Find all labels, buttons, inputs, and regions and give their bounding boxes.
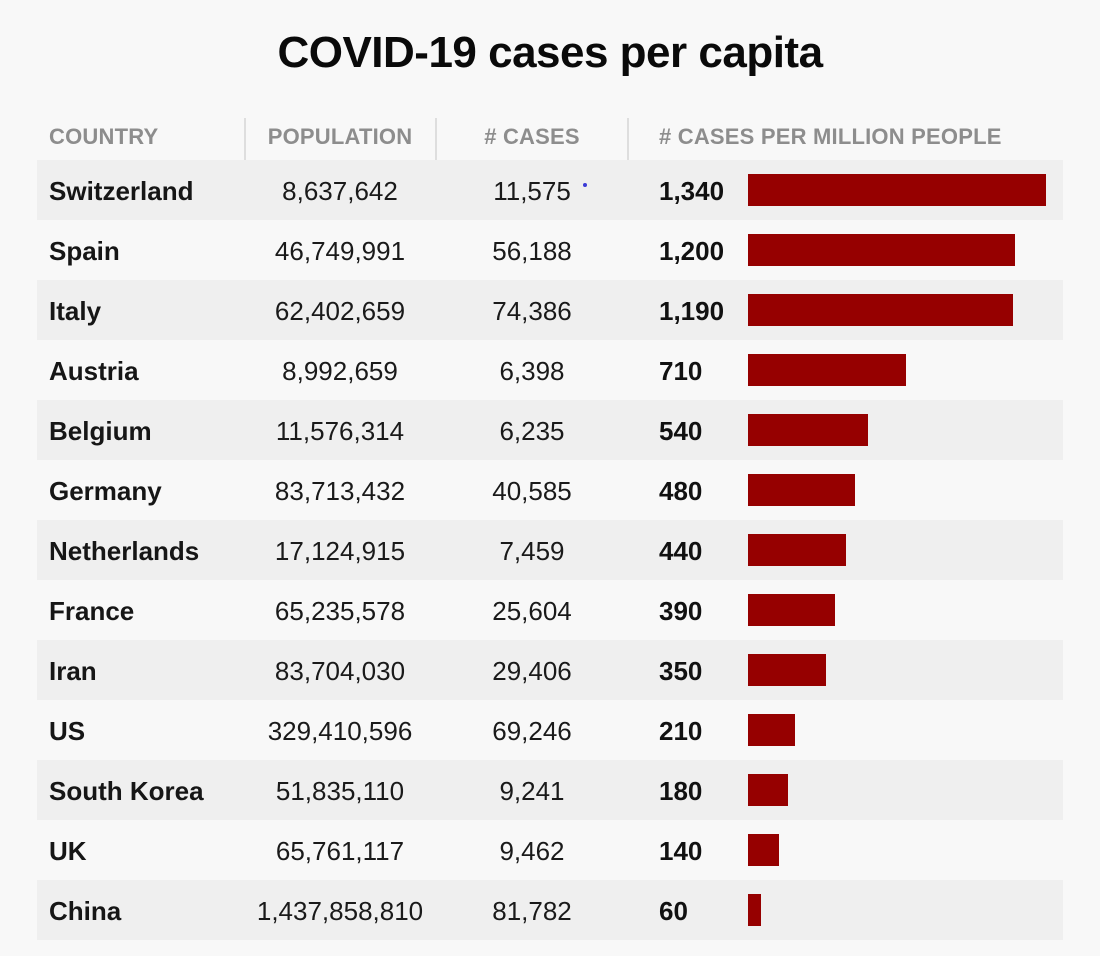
table-row: China 1,437,858,810 81,782 60 (37, 880, 1063, 940)
country-cell: Belgium (49, 416, 152, 446)
cases-cell: 6,235 (499, 416, 565, 446)
population-cell: 11,576,314 (275, 416, 405, 446)
population-cell: 65,761,117 (275, 836, 405, 866)
marker-dot (583, 183, 587, 187)
cases-per-million-bar (748, 774, 788, 806)
cases-per-million-label: 140 (659, 836, 703, 866)
table-row: Switzerland 8,637,642 11,575 1,340 (37, 160, 1063, 220)
cases-cell: 11,575 (493, 176, 571, 206)
cases-per-million-label: 210 (659, 716, 703, 746)
cases-per-million-label: 1,200 (659, 236, 725, 266)
cases-per-million-label: 350 (659, 656, 703, 686)
cases-cell: 29,406 (492, 656, 572, 686)
table-row: South Korea 51,835,110 9,241 180 (37, 760, 1063, 820)
table-row: France 65,235,578 25,604 390 (37, 580, 1063, 640)
cases-per-million-label: 1,190 (659, 296, 725, 326)
country-cell: Italy (49, 296, 102, 326)
country-cell: Switzerland (49, 176, 194, 206)
cases-per-million-bar (748, 474, 855, 506)
cases-cell: 9,241 (499, 776, 565, 806)
population-cell: 17,124,915 (274, 536, 406, 566)
cases-per-million-label: 480 (659, 476, 703, 506)
cases-cell: 74,386 (492, 296, 572, 326)
population-cell: 51,835,110 (275, 776, 405, 806)
population-cell: 8,992,659 (282, 356, 398, 386)
cases-per-million-label: 440 (659, 536, 703, 566)
country-cell: Austria (49, 356, 139, 386)
cases-cell: 7,459 (499, 536, 565, 566)
cases-per-million-label: 180 (659, 776, 703, 806)
cases-per-million-bar (748, 414, 868, 446)
country-cell: UK (49, 836, 87, 866)
table-row: Spain 46,749,991 56,188 1,200 (37, 220, 1063, 280)
header-cases: # CASES (484, 124, 580, 149)
table-row: US 329,410,596 69,246 210 (37, 700, 1063, 760)
table-row: UK 65,761,117 9,462 140 (37, 820, 1063, 880)
country-cell: Netherlands (49, 536, 200, 566)
country-cell: Germany (49, 476, 162, 506)
cases-per-million-bar (748, 294, 1013, 326)
country-cell: China (49, 896, 122, 926)
cases-cell: 56,188 (492, 236, 572, 266)
data-table: COUNTRY POPULATION # CASES # CASES PER M… (37, 118, 1063, 940)
population-cell: 8,637,642 (282, 176, 398, 206)
cases-per-million-label: 60 (659, 896, 688, 926)
cases-cell: 9,462 (499, 836, 565, 866)
cases-per-million-bar (748, 594, 835, 626)
cases-per-million-label: 540 (659, 416, 703, 446)
header-cases-per-million: # CASES PER MILLION PEOPLE (659, 124, 1002, 149)
cases-per-million-label: 1,340 (659, 176, 725, 206)
cases-per-million-bar (748, 234, 1015, 266)
cases-per-million-bar (748, 714, 795, 746)
table-row: Iran 83,704,030 29,406 350 (37, 640, 1063, 700)
population-cell: 1,437,858,810 (256, 896, 424, 926)
cases-per-million-label: 390 (659, 596, 703, 626)
cases-cell: 69,246 (492, 716, 572, 746)
population-cell: 62,402,659 (274, 296, 406, 326)
table-row: Belgium 11,576,314 6,235 540 (37, 400, 1063, 460)
cases-cell: 40,585 (492, 476, 572, 506)
population-cell: 46,749,991 (274, 236, 406, 266)
cases-per-million-bar (748, 894, 761, 926)
table-row: Austria 8,992,659 6,398 710 (37, 340, 1063, 400)
cases-per-million-bar (748, 174, 1046, 206)
population-cell: 65,235,578 (274, 596, 406, 626)
table-row: Germany 83,713,432 40,585 480 (37, 460, 1063, 520)
cases-cell: 6,398 (499, 356, 565, 386)
cases-cell: 25,604 (492, 596, 572, 626)
cases-per-million-label: 710 (659, 356, 703, 386)
header-country: COUNTRY (49, 124, 159, 149)
population-cell: 83,713,432 (274, 476, 406, 506)
country-cell: US (49, 716, 86, 746)
table-header: COUNTRY POPULATION # CASES # CASES PER M… (37, 118, 1063, 160)
cases-per-million-bar (748, 654, 826, 686)
population-cell: 83,704,030 (274, 656, 406, 686)
chart-title: COVID-19 cases per capita (277, 28, 823, 77)
country-cell: South Korea (49, 776, 204, 806)
header-population: POPULATION (267, 124, 413, 149)
cases-per-million-bar (748, 834, 779, 866)
country-cell: Iran (49, 656, 97, 686)
country-cell: Spain (49, 236, 120, 266)
table-row: Italy 62,402,659 74,386 1,190 (37, 280, 1063, 340)
country-cell: France (49, 596, 135, 626)
table-row: Netherlands 17,124,915 7,459 440 (37, 520, 1063, 580)
cases-per-million-bar (748, 354, 906, 386)
cases-cell: 81,782 (492, 896, 572, 926)
population-cell: 329,410,596 (267, 716, 413, 746)
cases-per-million-bar (748, 534, 846, 566)
